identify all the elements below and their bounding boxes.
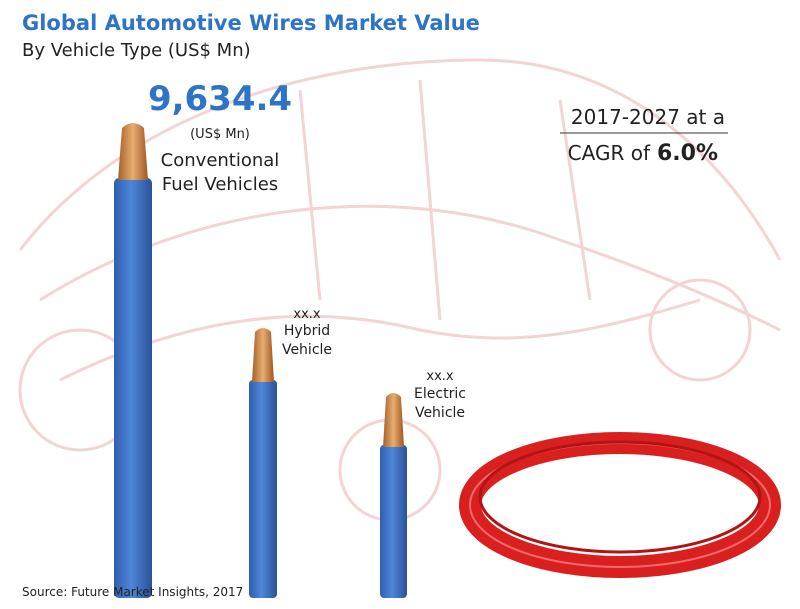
item-label: Vehicle bbox=[282, 342, 332, 358]
item-label: Electric bbox=[414, 386, 466, 402]
item-value: xx.x bbox=[293, 307, 321, 322]
cagr-rate: 6.0% bbox=[657, 141, 718, 166]
item-label: Vehicle bbox=[415, 405, 465, 421]
cagr-period: 2017-2027 at a bbox=[571, 105, 725, 129]
source: Source: Future Market Insights, 2017 bbox=[22, 585, 243, 599]
title: Global Automotive Wires Market Value bbox=[22, 11, 480, 35]
item-value: 9,634.4 bbox=[148, 79, 292, 119]
item-label: Fuel Vehicles bbox=[162, 174, 278, 195]
wire-hybrid bbox=[249, 328, 277, 598]
cagr-prefix: CAGR of bbox=[568, 141, 651, 165]
item-value: xx.x bbox=[426, 369, 454, 384]
item-label: Hybrid bbox=[284, 323, 330, 339]
wire-electric bbox=[380, 393, 407, 598]
item-unit: (US$ Mn) bbox=[190, 127, 250, 142]
subtitle: By Vehicle Type (US$ Mn) bbox=[22, 40, 251, 61]
item-label: Conventional bbox=[161, 150, 280, 171]
red-cable-coil bbox=[459, 432, 781, 578]
wire-conventional bbox=[114, 123, 152, 598]
